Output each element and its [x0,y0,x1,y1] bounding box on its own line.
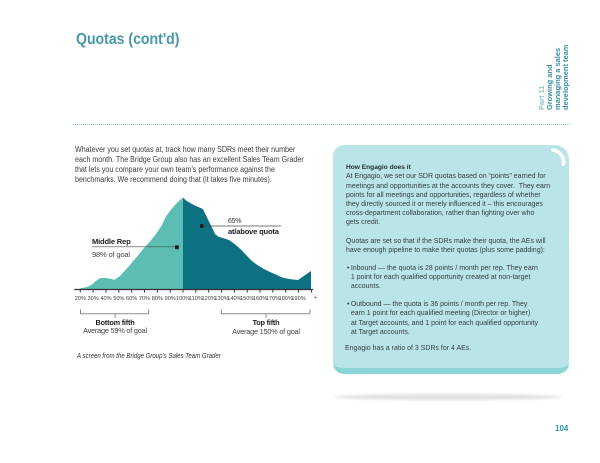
svg-text:80%: 80% [152,296,163,302]
svg-text:40%: 40% [100,296,111,302]
svg-text:160%: 160% [253,296,267,302]
svg-text:70%: 70% [139,296,150,302]
svg-text:150%: 150% [240,296,254,302]
svg-text:170%: 170% [266,296,280,302]
svg-text:30%: 30% [88,296,99,302]
svg-text:100%: 100% [176,296,190,302]
svg-text:20%: 20% [75,296,86,302]
svg-text:140%: 140% [227,296,241,302]
svg-text:120%: 120% [202,296,216,302]
svg-text:180%: 180% [279,296,293,302]
svg-text:130%: 130% [214,296,228,302]
svg-text:90%: 90% [165,296,176,302]
svg-text:+: + [314,295,317,301]
svg-text:50%: 50% [113,296,124,302]
svg-text:110%: 110% [189,296,203,302]
svg-text:60%: 60% [126,296,137,302]
svg-text:190%: 190% [291,296,305,302]
